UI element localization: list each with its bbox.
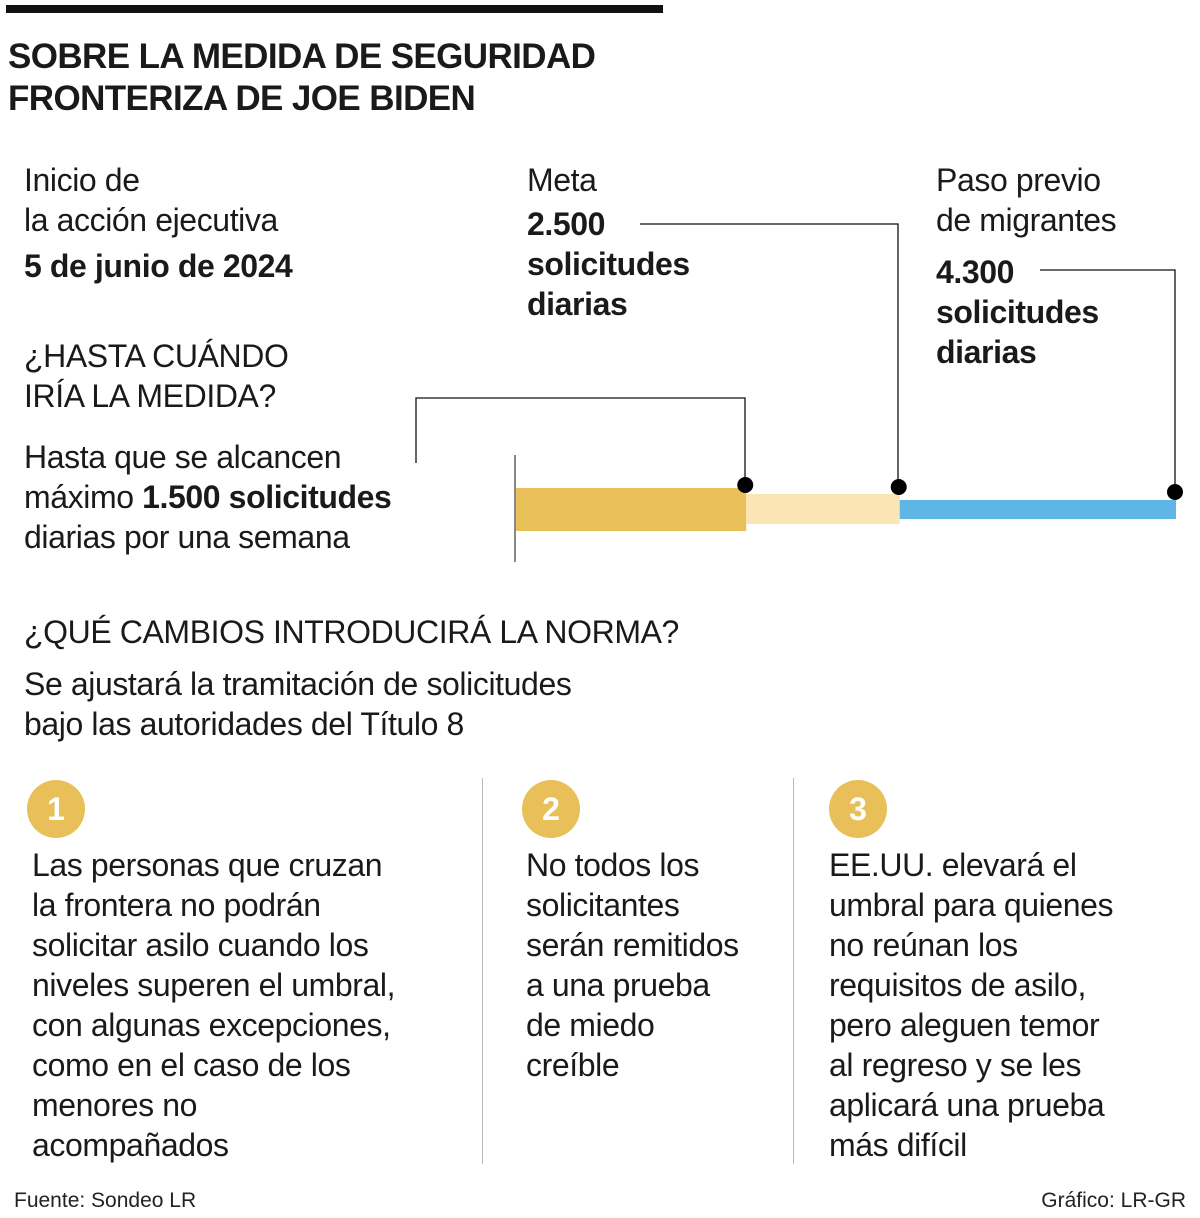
until-line2-prefix: máximo: [24, 479, 143, 515]
connector-4300: [1040, 269, 1176, 492]
goal-label: Meta: [527, 162, 597, 198]
start-label: Inicio de la acción ejecutiva: [24, 162, 278, 238]
changes-subheading: Se ajustará la tramitación de solicitude…: [24, 666, 572, 742]
until-line1: Hasta que se alcancen: [24, 439, 342, 475]
bar-segment-2500: [746, 494, 900, 524]
until-line2-bold: 1.500 solicitudes: [142, 479, 392, 515]
item-text-2: No todos los solicitantes serán remitido…: [526, 847, 739, 1083]
previous-value: 4.300 solicitudes diarias: [936, 254, 1099, 370]
until-heading: ¿HASTA CUÁNDO IRÍA LA MEDIDA?: [24, 338, 289, 414]
previous-label: Paso previo de migrantes: [936, 162, 1117, 238]
threshold-bars: [415, 223, 1183, 562]
marker-dot-4300: [1167, 484, 1183, 500]
source-note: Fuente: Sondeo LR: [14, 1189, 197, 1212]
marker-dot-2500: [890, 479, 907, 495]
item-number-2: 2: [522, 780, 580, 838]
credit-note: Gráfico: LR-GR: [1041, 1189, 1186, 1212]
bar-segment-1500: [516, 488, 747, 531]
marker-dot-1500: [737, 477, 754, 493]
goal-value: 2.500 solicitudes diarias: [527, 206, 690, 322]
column-divider: [482, 778, 483, 1164]
item-number-3: 3: [829, 780, 887, 838]
item-text-1: Las personas que cruzan la frontera no p…: [32, 847, 396, 1163]
bar-segment-4300: [899, 500, 1176, 519]
top-rule: [6, 5, 663, 13]
changes-heading: ¿QUÉ CAMBIOS INTRODUCIRÁ LA NORMA?: [24, 614, 679, 650]
connector-2500: [640, 223, 899, 487]
page-title: SOBRE LA MEDIDA DE SEGURIDAD FRONTERIZA …: [8, 37, 596, 118]
connector-1500: [415, 397, 746, 485]
item-text-3: EE.UU. elevará el umbral para quienes no…: [829, 847, 1114, 1163]
column-divider: [793, 778, 794, 1164]
start-date: 5 de junio de 2024: [24, 248, 293, 284]
until-line2: máximo 1.500 solicitudes: [24, 477, 392, 517]
item-number-1: 1: [27, 780, 85, 838]
until-line3: diarias por una semana: [24, 519, 350, 555]
